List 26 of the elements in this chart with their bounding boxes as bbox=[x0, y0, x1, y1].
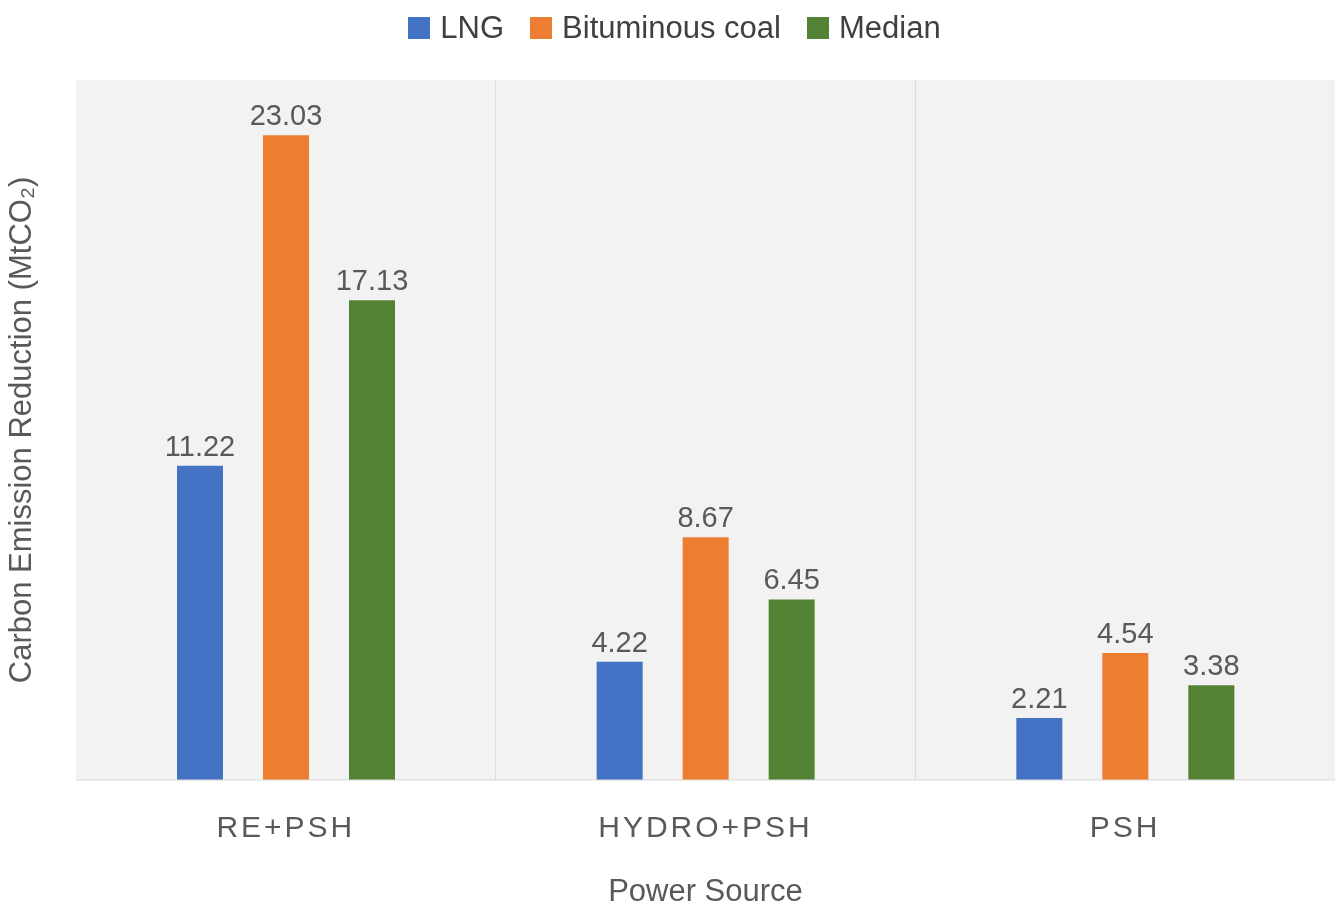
bar bbox=[263, 135, 309, 780]
data-label: 2.21 bbox=[1011, 682, 1068, 715]
x-tick-label: HYDRO+PSH bbox=[598, 810, 813, 844]
bar bbox=[682, 537, 729, 780]
bar bbox=[349, 300, 395, 780]
data-label: 8.67 bbox=[677, 501, 734, 534]
data-label: 4.54 bbox=[1097, 616, 1154, 649]
legend-label: LNG bbox=[440, 10, 505, 46]
bar bbox=[768, 599, 815, 780]
legend-label: Bituminous coal bbox=[562, 10, 781, 46]
bar bbox=[1016, 718, 1063, 780]
bar bbox=[1102, 652, 1149, 780]
bar bbox=[1188, 685, 1235, 780]
data-label: 11.22 bbox=[164, 429, 236, 462]
y-axis-title: Carbon Emission Reduction (MtCO₂) bbox=[3, 176, 39, 684]
legend-label: Median bbox=[838, 10, 941, 46]
data-label: 3.38 bbox=[1183, 649, 1240, 682]
data-label: 4.22 bbox=[591, 625, 648, 658]
data-label: 6.45 bbox=[763, 563, 820, 596]
x-tick-label: RE+PSH bbox=[216, 810, 356, 844]
x-tick-label: PSH bbox=[1089, 810, 1161, 844]
bar bbox=[177, 465, 223, 780]
x-axis-title: Power Source bbox=[608, 873, 803, 908]
data-label: 17.13 bbox=[335, 264, 409, 297]
data-label: 23.03 bbox=[249, 99, 323, 132]
bar bbox=[596, 661, 643, 780]
